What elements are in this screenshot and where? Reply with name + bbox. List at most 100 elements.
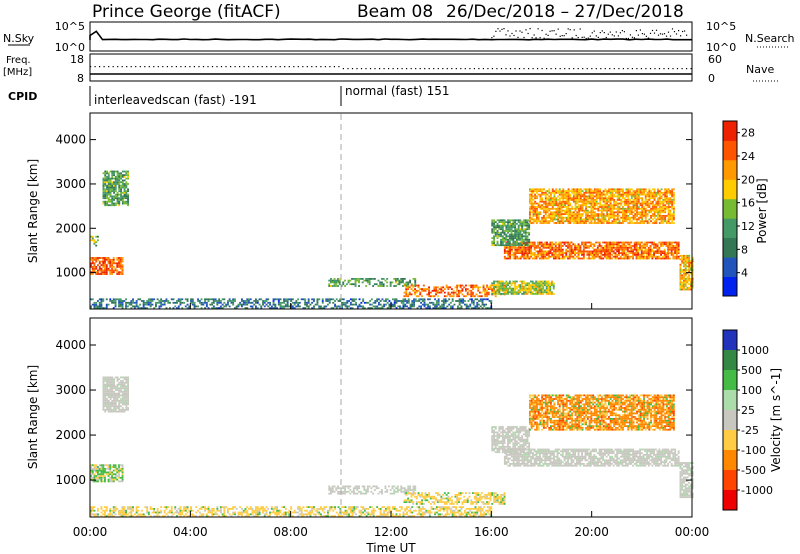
heat-cell [119,305,122,308]
heat-cell [125,186,128,189]
heat-cell [619,246,622,249]
heat-cell [672,199,675,201]
heat-cell [519,242,522,245]
heat-cell [558,200,561,203]
heat-cell [95,469,98,472]
heat-cell [672,202,675,205]
heat-cell [104,399,107,402]
heat-cell [127,183,129,185]
heat-cell [100,301,103,304]
heat-cell [415,284,418,287]
heat-cell [686,278,689,280]
heat-cell [651,191,654,194]
heat-cell [558,241,561,244]
heat-cell [514,237,517,239]
heat-cell [540,285,543,288]
heat-cell [606,211,609,214]
heat-cell [567,220,570,223]
heat-cell [109,480,112,483]
heat-cell [569,197,572,200]
nsearch-label: N.Search [745,32,795,45]
heat-cell [121,476,124,479]
heat-cell [381,307,384,309]
heat-cell [557,191,559,194]
heat-cell [116,405,119,408]
heat-cell [106,172,108,175]
heat-cell [470,289,473,292]
heat-cell [637,222,640,224]
heat-cell [212,305,215,308]
heat-cell [515,291,518,294]
heat-cell [574,188,577,191]
heat-cell [121,387,124,390]
heat-cell [498,226,501,229]
nave-point [148,66,150,68]
nave-point [157,66,159,68]
heat-cell [121,184,124,187]
heat-cell [648,209,651,212]
heat-cell [262,300,264,302]
heat-cell [662,218,665,221]
heat-cell [503,252,506,254]
heat-cell [113,401,115,404]
heat-cell [667,213,670,215]
heat-cell [135,305,138,308]
heat-cell [125,193,128,196]
heat-cell [352,490,355,493]
heat-cell [637,190,640,192]
heat-cell [528,252,531,254]
heat-cell [549,293,552,295]
heat-cell [118,181,121,184]
heat-cell [270,307,273,309]
nave-point [365,68,367,70]
heat-cell [609,209,612,212]
nsearch-point [491,37,493,39]
heat-cell [683,272,685,275]
heat-cell [515,293,518,295]
heat-cell [611,213,614,215]
heat-cell [107,267,110,270]
heat-cell [255,305,257,308]
heat-cell [650,190,652,192]
heat-cell [549,284,552,286]
heat-cell [579,220,582,223]
heat-cell [509,252,511,254]
heat-cell [540,248,543,251]
heat-cell [597,188,600,191]
heat-cell [539,220,542,223]
heat-cell [98,476,101,479]
heat-cell [494,285,497,288]
heat-cell [632,254,634,256]
heat-cell [646,222,649,224]
colorbar-swatch [723,198,737,219]
heat-cell [542,250,545,253]
heat-cell [441,303,444,306]
heat-cell [316,303,319,306]
heat-cell [125,403,128,406]
heat-cell [503,255,506,258]
heat-cell [106,179,108,182]
heat-cell [550,193,552,196]
heat-cell [530,241,533,244]
heat-cell [634,199,637,201]
heat-cell [667,206,670,208]
heat-cell [114,202,117,205]
heat-cell [102,389,105,391]
heat-cell [690,269,692,271]
heat-cell [657,215,659,217]
heat-cell [532,188,535,191]
heat-cell [585,190,587,192]
heat-cell [581,254,583,256]
heat-cell [616,243,619,246]
heat-cell [337,300,340,302]
heat-cell [501,226,504,229]
heat-cell [120,385,122,388]
heat-cell [561,248,564,251]
heat-cell [623,215,626,217]
heat-cell [614,257,617,260]
heat-cell [93,301,96,304]
nsearch-point [559,35,561,37]
nave-label: Nave [746,63,774,76]
heat-cell [574,202,577,205]
heat-cell [503,246,506,249]
